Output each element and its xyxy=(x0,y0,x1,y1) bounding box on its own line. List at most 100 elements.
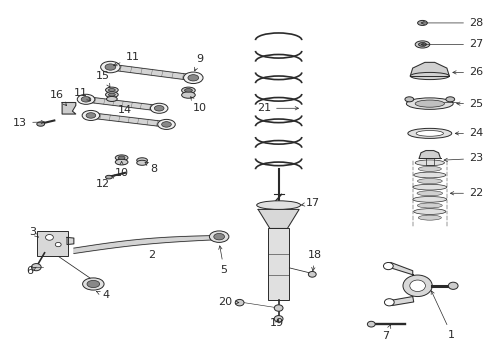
Polygon shape xyxy=(258,210,299,228)
Ellipse shape xyxy=(412,184,446,190)
Ellipse shape xyxy=(101,61,120,73)
FancyBboxPatch shape xyxy=(37,231,68,256)
Ellipse shape xyxy=(77,94,95,104)
Text: 4: 4 xyxy=(96,291,109,301)
Text: 18: 18 xyxy=(307,250,322,271)
Text: 21: 21 xyxy=(256,103,298,113)
Text: 3: 3 xyxy=(29,227,39,237)
Ellipse shape xyxy=(115,159,128,165)
Text: 19: 19 xyxy=(269,319,284,328)
Text: 13: 13 xyxy=(13,118,44,128)
Circle shape xyxy=(274,316,283,322)
Ellipse shape xyxy=(414,100,444,107)
FancyBboxPatch shape xyxy=(267,228,289,300)
Ellipse shape xyxy=(105,64,116,70)
Ellipse shape xyxy=(414,160,444,166)
Ellipse shape xyxy=(154,105,163,111)
Ellipse shape xyxy=(181,92,195,98)
Ellipse shape xyxy=(414,41,429,48)
Circle shape xyxy=(366,321,374,327)
Ellipse shape xyxy=(137,158,147,163)
Polygon shape xyxy=(418,150,440,158)
Ellipse shape xyxy=(183,72,203,84)
Ellipse shape xyxy=(87,280,100,288)
Ellipse shape xyxy=(81,96,91,102)
Text: 23: 23 xyxy=(443,153,482,163)
Text: 12: 12 xyxy=(96,175,115,189)
Ellipse shape xyxy=(105,87,118,93)
Ellipse shape xyxy=(407,129,451,138)
Text: 1: 1 xyxy=(430,291,454,340)
Ellipse shape xyxy=(415,131,443,136)
Text: 10: 10 xyxy=(114,161,128,178)
Ellipse shape xyxy=(417,215,441,220)
Ellipse shape xyxy=(256,201,300,210)
Text: 14: 14 xyxy=(118,105,132,115)
Circle shape xyxy=(384,299,393,306)
Ellipse shape xyxy=(158,120,175,130)
Text: 27: 27 xyxy=(420,40,482,49)
Circle shape xyxy=(409,280,425,292)
Ellipse shape xyxy=(137,160,147,165)
Polygon shape xyxy=(385,262,413,275)
Ellipse shape xyxy=(108,93,115,96)
Ellipse shape xyxy=(106,96,117,102)
Text: 24: 24 xyxy=(454,129,482,138)
Text: 6: 6 xyxy=(26,266,36,276)
Text: 17: 17 xyxy=(301,198,319,208)
Ellipse shape xyxy=(413,209,445,215)
Ellipse shape xyxy=(412,197,446,202)
Ellipse shape xyxy=(418,42,426,46)
Text: 28: 28 xyxy=(420,18,482,28)
Ellipse shape xyxy=(105,92,118,98)
Ellipse shape xyxy=(417,166,441,171)
Ellipse shape xyxy=(82,278,104,290)
Ellipse shape xyxy=(181,87,195,94)
Ellipse shape xyxy=(82,111,100,121)
Ellipse shape xyxy=(416,179,441,184)
Text: 25: 25 xyxy=(456,99,482,109)
Ellipse shape xyxy=(184,89,192,92)
Ellipse shape xyxy=(406,98,452,109)
Polygon shape xyxy=(74,235,212,253)
Circle shape xyxy=(31,264,41,271)
Text: 15: 15 xyxy=(96,71,110,87)
Text: 2: 2 xyxy=(148,250,155,260)
Text: 20: 20 xyxy=(218,297,238,307)
Polygon shape xyxy=(109,64,194,81)
Polygon shape xyxy=(67,237,74,244)
Ellipse shape xyxy=(404,97,413,102)
Polygon shape xyxy=(85,96,160,111)
Circle shape xyxy=(235,300,244,306)
Ellipse shape xyxy=(86,113,96,118)
Circle shape xyxy=(447,282,457,289)
Polygon shape xyxy=(409,62,448,76)
Text: 10: 10 xyxy=(190,97,206,113)
Text: 11: 11 xyxy=(113,52,139,66)
Ellipse shape xyxy=(115,155,128,161)
Ellipse shape xyxy=(105,175,112,179)
Circle shape xyxy=(55,242,61,247)
Ellipse shape xyxy=(118,156,125,159)
Ellipse shape xyxy=(213,233,224,240)
Polygon shape xyxy=(386,297,413,306)
Text: 26: 26 xyxy=(452,67,482,77)
Circle shape xyxy=(383,262,392,270)
Polygon shape xyxy=(90,113,167,127)
Polygon shape xyxy=(62,103,76,114)
Ellipse shape xyxy=(37,122,44,126)
Ellipse shape xyxy=(416,203,441,208)
Ellipse shape xyxy=(187,75,198,81)
Ellipse shape xyxy=(416,191,442,196)
Ellipse shape xyxy=(209,231,228,242)
Text: 22: 22 xyxy=(449,188,482,198)
Ellipse shape xyxy=(162,122,171,127)
Ellipse shape xyxy=(445,97,454,102)
Text: 11: 11 xyxy=(74,88,91,101)
Text: 16: 16 xyxy=(50,90,66,105)
Text: 7: 7 xyxy=(382,325,390,341)
Text: 9: 9 xyxy=(194,54,203,71)
Circle shape xyxy=(308,271,316,277)
Ellipse shape xyxy=(417,21,427,26)
Ellipse shape xyxy=(409,72,448,80)
